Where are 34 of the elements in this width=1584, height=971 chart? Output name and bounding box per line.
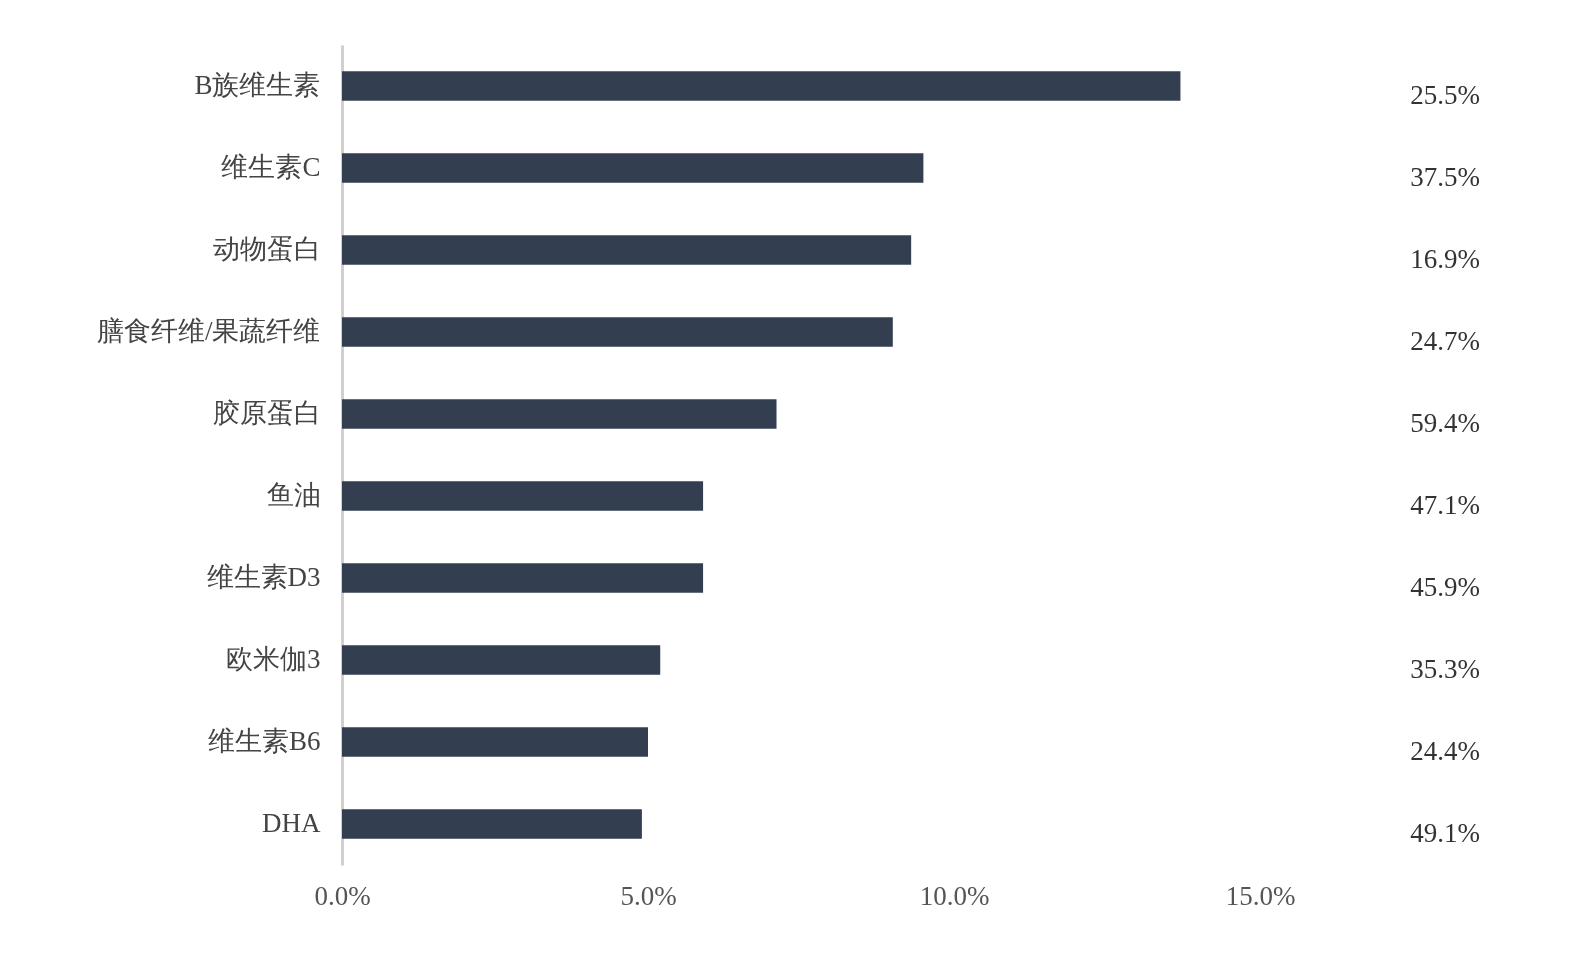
text: 24.7%	[1410, 326, 1480, 356]
text: 37.5%	[1410, 162, 1480, 192]
text: 25.5%	[1410, 80, 1480, 110]
bar	[342, 481, 704, 511]
x-tick-label: 10.0%	[919, 880, 990, 911]
y-tick-label: 动物蛋白	[212, 234, 321, 264]
text: 16.9%	[1410, 244, 1480, 274]
bar	[342, 727, 648, 757]
text: 35.3%	[1410, 654, 1480, 684]
x-tick-label: 15.0%	[1225, 880, 1296, 911]
x-tick-label: 0.0%	[314, 880, 371, 911]
y-tick-label: 鱼油	[266, 480, 321, 510]
x-tick-label: 5.0%	[620, 880, 677, 911]
bar	[342, 153, 924, 183]
bar	[342, 809, 642, 839]
y-tick-label: 维生素B6	[207, 726, 321, 756]
bar	[342, 235, 912, 265]
y-tick-label: 维生素D3	[206, 562, 321, 592]
y-tick-label: 膳食纤维/果蔬纤维	[96, 316, 321, 346]
y-tick-label: B族维生素	[194, 70, 321, 100]
bar	[342, 317, 893, 347]
text: 49.1%	[1410, 818, 1480, 848]
bar	[342, 71, 1181, 101]
text: 45.9%	[1410, 572, 1480, 602]
text: 59.4%	[1410, 408, 1480, 438]
y-tick-label: 欧米伽3	[226, 644, 321, 674]
y-tick-label: DHA	[262, 808, 321, 838]
text: 47.1%	[1410, 490, 1480, 520]
bar	[342, 645, 661, 675]
bar	[342, 563, 704, 593]
y-tick-label: 维生素C	[221, 152, 321, 182]
text: 24.4%	[1410, 736, 1480, 766]
y-tick-label: 胶原蛋白	[212, 398, 321, 428]
bar	[342, 399, 777, 429]
